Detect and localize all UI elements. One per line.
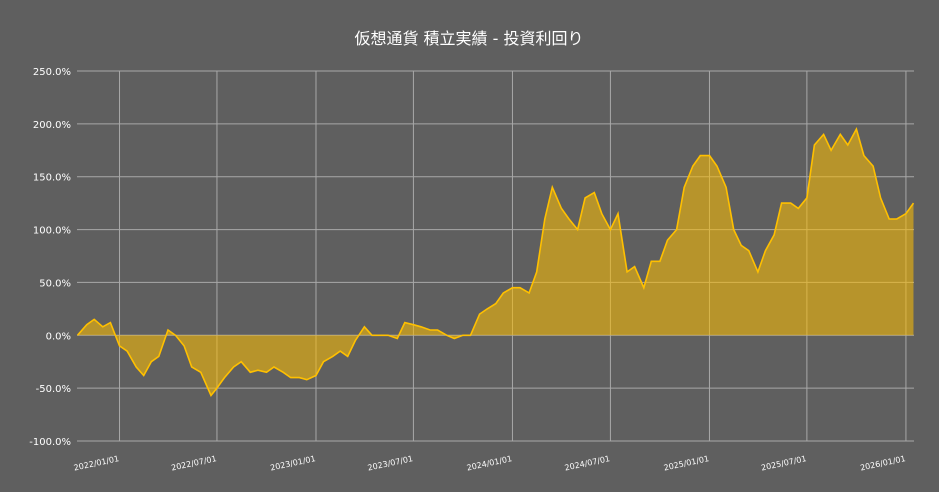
y-tick-label: 0.0% [46, 331, 71, 342]
y-tick-label: -50.0% [36, 384, 71, 395]
chart-title: 仮想通貨 積立実績 - 投資利回り [354, 29, 583, 48]
area [77, 129, 914, 396]
line [76, 126, 915, 398]
y-tick-label: 50.0% [39, 278, 71, 289]
y-tick-label: 200.0% [33, 120, 71, 131]
y-tick-label: -100.0% [29, 437, 71, 448]
y-tick-label: 250.0% [33, 67, 71, 78]
y-tick-label: 150.0% [33, 173, 71, 184]
y-tick-label: 100.0% [33, 226, 71, 237]
